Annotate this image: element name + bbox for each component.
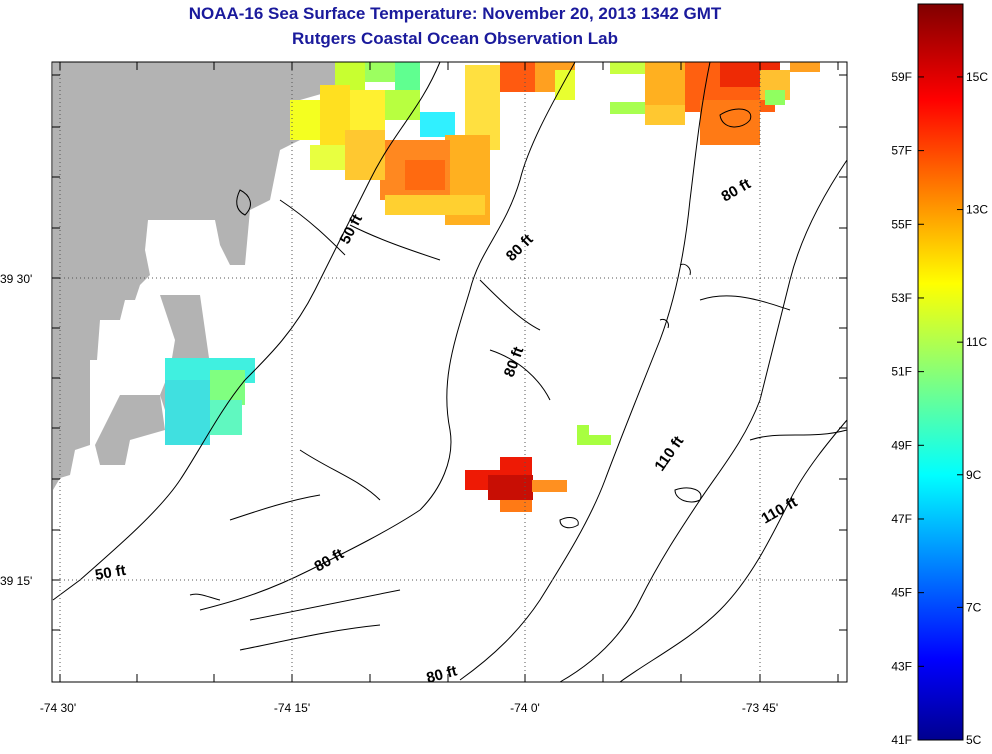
x-tick-label: -74 30' <box>40 701 76 715</box>
colorbar-f-label: 47F <box>891 512 912 526</box>
map-title: NOAA-16 Sea Surface Temperature: Novembe… <box>188 4 722 23</box>
axis-ticks <box>52 62 847 682</box>
colorbar-f-label: 45F <box>891 586 912 600</box>
graticule <box>52 62 847 682</box>
colorbar-f-label: 41F <box>891 733 912 747</box>
colorbar-c-labels: 15C 13C 11C 9C 7C 5C <box>957 70 988 747</box>
colorbar-f-label: 43F <box>891 659 912 673</box>
x-tick-label: -74 15' <box>274 701 310 715</box>
bathymetry-contours <box>52 61 848 683</box>
colorbar-f-label: 55F <box>891 217 912 231</box>
colorbar-c-label: 5C <box>966 733 982 747</box>
colorbar-f-label: 51F <box>891 365 912 379</box>
colorbar-gradient <box>917 3 964 741</box>
colorbar-c-label: 7C <box>966 600 982 614</box>
y-axis-labels: 39 30' 39 15' <box>0 272 32 588</box>
x-tick-label: -74 0' <box>510 701 540 715</box>
y-tick-label: 39 15' <box>0 574 32 588</box>
y-tick-label: 39 30' <box>0 272 32 286</box>
map-border <box>51 61 848 683</box>
map-subtitle: Rutgers Coastal Ocean Observation Lab <box>292 29 618 48</box>
colorbar-f-label: 49F <box>891 438 912 452</box>
colorbar-f-label: 53F <box>891 291 912 305</box>
colorbar-c-label: 13C <box>966 203 988 217</box>
x-axis-labels: -74 30' -74 15' -74 0' -73 45' <box>40 701 778 715</box>
colorbar-c-label: 9C <box>966 468 982 482</box>
colorbar-f-labels: 59F 57F 55F 53F 51F 49F 47F 45F 43F 41F <box>891 70 924 747</box>
colorbar-c-label: 11C <box>966 335 987 349</box>
colorbar: 59F 57F 55F 53F 51F 49F 47F 45F 43F 41F 15C 13C 11C… <box>891 3 988 747</box>
colorbar-f-label: 59F <box>891 70 912 84</box>
x-tick-label: -73 45' <box>742 701 778 715</box>
sst-pixels <box>165 62 820 512</box>
colorbar-c-label: 15C <box>966 70 988 84</box>
contour-label: 50 ft <box>94 562 127 584</box>
colorbar-f-label: 57F <box>891 144 912 158</box>
